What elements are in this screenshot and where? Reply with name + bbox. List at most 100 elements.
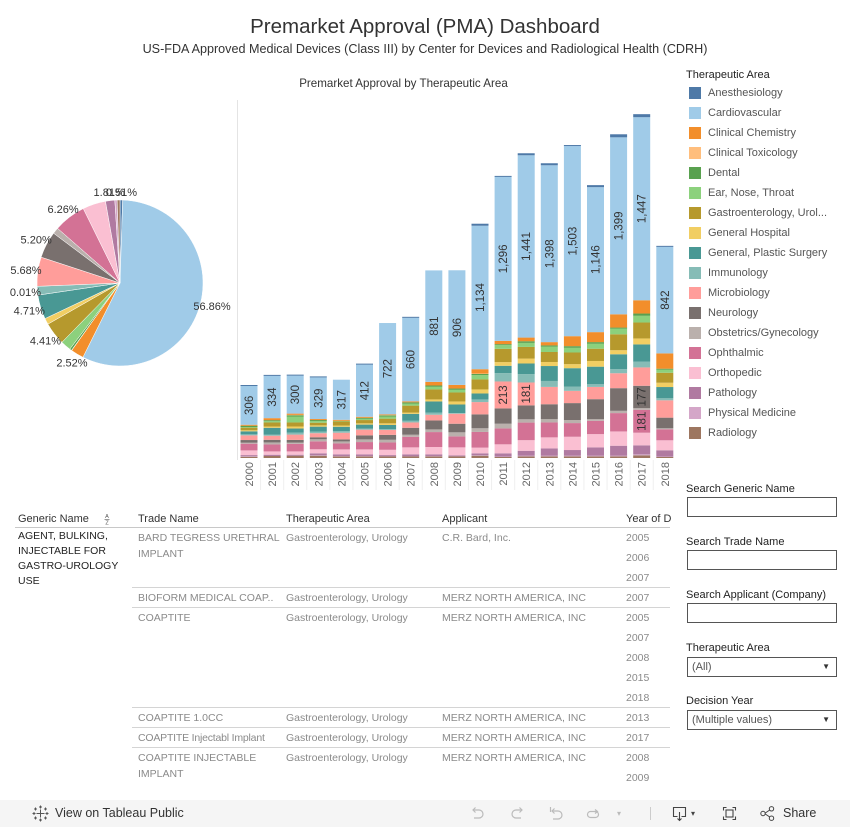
bar-segment[interactable] <box>540 422 558 438</box>
bar-segment[interactable] <box>610 455 628 457</box>
bar-segment[interactable] <box>425 381 443 386</box>
bar-segment[interactable] <box>425 414 443 421</box>
bar-segment[interactable] <box>471 389 489 394</box>
bar-segment[interactable] <box>332 419 350 421</box>
bar-segment[interactable] <box>286 434 304 440</box>
bar-segment[interactable] <box>610 431 628 446</box>
legend-item[interactable]: General, Plastic Surgery <box>686 245 846 261</box>
bar-segment[interactable] <box>425 432 443 447</box>
bar-segment[interactable] <box>633 117 651 301</box>
bar-segment[interactable] <box>656 400 674 418</box>
bar-segment[interactable] <box>379 434 397 440</box>
bar-segment[interactable] <box>540 455 558 457</box>
bar-segment[interactable] <box>448 447 466 456</box>
bar-segment[interactable] <box>240 427 258 431</box>
bar-segment[interactable] <box>379 439 397 443</box>
bar-segment[interactable] <box>656 246 674 354</box>
bar-segment[interactable] <box>379 449 397 456</box>
download-icon[interactable] <box>671 805 688 822</box>
search-generic-name-input[interactable] <box>687 497 837 517</box>
bar-segment[interactable] <box>633 445 651 455</box>
bar-segment[interactable] <box>286 415 304 417</box>
bar-segment[interactable] <box>471 414 489 429</box>
bar-segment[interactable] <box>494 365 512 374</box>
bar-segment[interactable] <box>563 390 581 404</box>
bar-segment[interactable] <box>240 425 258 428</box>
legend-item[interactable]: Orthopedic <box>686 365 846 381</box>
bar-segment[interactable] <box>656 450 674 457</box>
bar-segment[interactable] <box>379 456 397 458</box>
bar-segment[interactable] <box>425 389 443 400</box>
bar-segment[interactable] <box>610 134 628 138</box>
bar-segment[interactable] <box>563 450 581 456</box>
legend-item[interactable]: Radiology <box>686 425 846 441</box>
bar-segment[interactable] <box>309 449 327 454</box>
bar-segment[interactable] <box>517 382 535 406</box>
bar-segment[interactable] <box>563 423 581 437</box>
bar-segment[interactable] <box>633 367 651 386</box>
bar-segment[interactable] <box>494 428 512 445</box>
legend-item[interactable]: Dental <box>686 165 846 181</box>
bar-segment[interactable] <box>425 429 443 433</box>
bar-segment[interactable] <box>263 444 281 452</box>
bar-segment[interactable] <box>332 379 350 420</box>
bar-segment[interactable] <box>517 455 535 457</box>
bar-segment[interactable] <box>563 364 581 369</box>
bar-segment[interactable] <box>356 454 373 456</box>
bar-segment[interactable] <box>448 270 466 385</box>
bar-segment[interactable] <box>263 374 281 376</box>
bar-segment[interactable] <box>633 300 651 314</box>
bar-segment[interactable] <box>240 431 258 435</box>
bar-segment[interactable] <box>448 388 466 390</box>
bar-segment[interactable] <box>356 429 373 436</box>
bar-segment[interactable] <box>402 402 420 404</box>
bar-segment[interactable] <box>633 432 651 446</box>
bar-segment[interactable] <box>240 386 258 425</box>
bar-segment[interactable] <box>379 415 397 417</box>
bar-segment[interactable] <box>587 456 604 458</box>
column-header-applicant[interactable]: Applicant <box>442 513 488 525</box>
bar-segment[interactable] <box>471 431 489 448</box>
bar-segment[interactable] <box>448 432 466 437</box>
bar-segment[interactable] <box>563 386 581 391</box>
bar-segment[interactable] <box>263 422 281 427</box>
bar-segment[interactable] <box>540 165 558 343</box>
bar-segment[interactable] <box>517 456 535 458</box>
bar-segment[interactable] <box>587 399 604 420</box>
refresh-icon[interactable] <box>585 805 602 822</box>
bar-segment[interactable] <box>656 372 674 383</box>
bar-segment[interactable] <box>656 428 674 430</box>
bar-segment[interactable] <box>494 444 512 454</box>
bar-segment[interactable] <box>540 386 558 405</box>
legend-item[interactable]: Ophthalmic <box>686 345 846 361</box>
bar-segment[interactable] <box>425 385 443 387</box>
bar-segment[interactable] <box>494 345 512 349</box>
bar-segment[interactable] <box>332 439 350 442</box>
legend-item[interactable]: Pathology <box>686 385 846 401</box>
table-row[interactable]: COAPTITE 1.0CC Gastroenterology, Urology… <box>132 708 670 728</box>
bar-segment[interactable] <box>402 420 420 423</box>
search-applicant-input[interactable] <box>687 603 837 623</box>
bar-segment[interactable] <box>587 342 604 344</box>
bar-segment[interactable] <box>610 350 628 355</box>
bar-segment[interactable] <box>517 440 535 451</box>
bar-segment[interactable] <box>517 419 535 423</box>
bar-segment[interactable] <box>402 316 420 318</box>
bar-segment[interactable] <box>494 348 512 363</box>
bar-segment[interactable] <box>309 431 327 434</box>
bar-segment[interactable] <box>656 398 674 401</box>
column-header-year[interactable]: Year of D <box>626 513 672 525</box>
bar-segment[interactable] <box>356 423 373 425</box>
bar-segment[interactable] <box>332 456 350 458</box>
bar-segment[interactable] <box>286 422 304 427</box>
legend-item[interactable]: Clinical Toxicology <box>686 145 846 161</box>
bar-segment[interactable] <box>587 185 604 188</box>
table-row[interactable]: BIOFORM MEDICAL COAP.. Gastroenterology,… <box>132 588 670 608</box>
bar-segment[interactable] <box>402 456 420 458</box>
bar-segment[interactable] <box>356 418 373 421</box>
bar-segment[interactable] <box>356 424 373 429</box>
bar-segment[interactable] <box>263 439 281 443</box>
search-trade-name-input[interactable] <box>687 550 837 570</box>
bar-segment[interactable] <box>540 366 558 381</box>
bar-segment[interactable] <box>610 314 628 328</box>
